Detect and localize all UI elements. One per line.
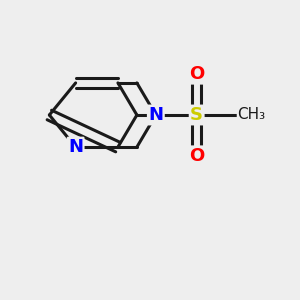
Text: CH₃: CH₃: [238, 107, 266, 122]
Text: N: N: [68, 138, 83, 156]
Text: O: O: [189, 147, 204, 165]
Text: O: O: [189, 65, 204, 83]
Text: S: S: [190, 106, 203, 124]
Text: N: N: [148, 106, 163, 124]
